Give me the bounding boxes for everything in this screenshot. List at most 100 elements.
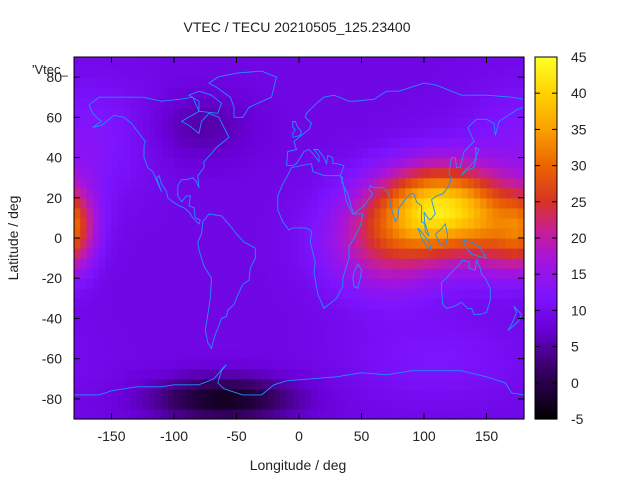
- heatmap-cell: [74, 288, 81, 299]
- heatmap-cell: [511, 77, 519, 88]
- heatmap-cell: [424, 258, 431, 269]
- heatmap-cell: [399, 167, 406, 179]
- chart-title: VTEC / TECU 20210505_125.23400: [183, 19, 410, 35]
- heatmap-cell: [155, 217, 163, 229]
- heatmap-cell: [105, 187, 113, 199]
- heatmap-cell: [236, 318, 244, 330]
- colorbar-segment: [535, 370, 557, 375]
- heatmap-cell: [505, 187, 513, 199]
- heatmap-cell: [192, 348, 200, 360]
- heatmap-cell: [474, 157, 481, 169]
- heatmap-cell: [149, 338, 156, 350]
- heatmap-cell: [367, 318, 375, 330]
- heatmap-cell: [167, 227, 175, 239]
- colorbar-segment: [535, 349, 557, 354]
- heatmap-cell: [155, 167, 163, 179]
- heatmap-cell: [230, 217, 238, 229]
- heatmap-cell: [480, 177, 488, 189]
- colorbar-segment: [535, 352, 557, 357]
- heatmap-cell: [105, 298, 113, 309]
- heatmap-cell: [99, 97, 106, 108]
- heatmap-cell: [155, 308, 163, 320]
- x-tick-label: -100: [160, 428, 188, 444]
- heatmap-cell: [449, 177, 456, 189]
- heatmap-cell: [417, 338, 425, 350]
- heatmap-cell: [299, 398, 306, 410]
- heatmap-cell: [267, 238, 275, 249]
- heatmap-cell: [130, 137, 138, 149]
- heatmap-cell: [117, 207, 125, 219]
- heatmap-cell: [374, 67, 381, 78]
- heatmap-cell: [292, 348, 300, 360]
- heatmap-cell: [380, 358, 388, 370]
- heatmap-cell: [336, 67, 344, 78]
- heatmap-cell: [417, 318, 425, 330]
- heatmap-cell: [380, 338, 388, 350]
- colorbar-segment: [535, 328, 557, 333]
- heatmap-cell: [361, 97, 369, 108]
- heatmap-cell: [299, 97, 306, 108]
- heatmap-cell: [361, 298, 369, 309]
- heatmap-cell: [480, 388, 488, 400]
- colorbar-tick-label: 25: [571, 194, 587, 210]
- heatmap-cell: [292, 217, 300, 229]
- heatmap-cell: [424, 97, 431, 108]
- heatmap-cell: [355, 227, 363, 239]
- heatmap-cell: [436, 137, 444, 149]
- heatmap-cell: [424, 57, 431, 68]
- heatmap-cell: [136, 217, 144, 229]
- heatmap-cell: [374, 227, 381, 239]
- heatmap-cell: [111, 97, 119, 108]
- heatmap-cell: [224, 288, 231, 299]
- heatmap-cell: [124, 358, 131, 370]
- heatmap-cell: [286, 338, 294, 350]
- heatmap-cell: [255, 207, 263, 219]
- heatmap-cell: [399, 238, 406, 249]
- heatmap-cell: [205, 408, 213, 420]
- heatmap-cell: [124, 97, 131, 108]
- heatmap-cell: [142, 258, 150, 269]
- colorbar-segment: [535, 120, 557, 124]
- heatmap-cell: [499, 398, 506, 410]
- heatmap-cell: [130, 127, 138, 139]
- heatmap-cell: [474, 388, 481, 400]
- heatmap-cell: [486, 157, 494, 169]
- heatmap-cell: [405, 308, 413, 320]
- heatmap-cell: [405, 318, 413, 330]
- heatmap-cell: [267, 87, 275, 98]
- heatmap-cell: [199, 127, 206, 139]
- heatmap-cell: [386, 77, 394, 88]
- heatmap-cell: [311, 398, 319, 410]
- heatmap-cell: [80, 217, 88, 229]
- heatmap-cell: [505, 127, 513, 139]
- heatmap-cell: [142, 127, 150, 139]
- heatmap-cell: [342, 328, 350, 340]
- heatmap-cell: [417, 177, 425, 189]
- heatmap-cell: [274, 288, 281, 299]
- heatmap-cell: [442, 157, 450, 169]
- heatmap-cell: [249, 97, 256, 108]
- heatmap-cell: [267, 398, 275, 410]
- heatmap-cell: [217, 67, 225, 78]
- heatmap-cell: [386, 288, 394, 299]
- heatmap-cell: [186, 137, 194, 149]
- heatmap-cell: [211, 207, 219, 219]
- heatmap-cell: [430, 157, 438, 169]
- heatmap-cell: [130, 298, 138, 309]
- heatmap-cell: [149, 137, 156, 149]
- colorbar-segment: [535, 415, 557, 420]
- colorbar-segment: [535, 75, 557, 79]
- heatmap-cell: [367, 308, 375, 320]
- heatmap-cell: [230, 298, 238, 309]
- colorbar-segment: [535, 84, 557, 88]
- heatmap-cell: [292, 197, 300, 209]
- heatmap-cell: [199, 147, 206, 159]
- heatmap-cell: [80, 87, 88, 98]
- heatmap-cell: [74, 348, 81, 360]
- heatmap-cell: [86, 67, 94, 78]
- heatmap-cell: [74, 278, 81, 289]
- heatmap-cell: [361, 87, 369, 98]
- heatmap-cell: [211, 378, 219, 390]
- heatmap-cell: [430, 87, 438, 98]
- heatmap-cell: [449, 408, 456, 420]
